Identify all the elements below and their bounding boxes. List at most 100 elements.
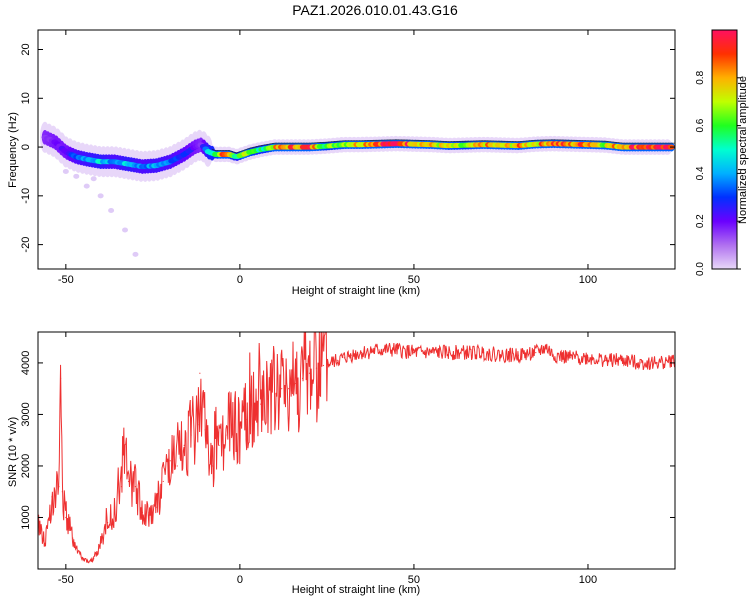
colorbar: 0.0 0.2 0.4 0.6 0.8 Normalized spectral ampl… (695, 29, 749, 276)
spectrogram-x-tick-label: -50 (58, 274, 74, 286)
snr-point (430, 352, 432, 354)
snr-x-tick-label: -50 (58, 574, 74, 586)
snr-y-axis: 1000 2000 3000 4000 (20, 351, 675, 530)
snr-point (308, 372, 311, 374)
snr-point (587, 357, 589, 359)
snr-series-line (38, 332, 675, 564)
snr-point (517, 354, 519, 356)
spectrogram-y-axis: -20 -10 0 10 20 (20, 43, 675, 253)
snr-point (552, 354, 554, 356)
snr-point (113, 511, 116, 513)
snr-point (267, 398, 269, 400)
snr-point (122, 439, 124, 441)
spectrogram-panel: -50 0 50 100 -20 -10 0 10 20 Height of straight… (7, 29, 676, 297)
colorbar-tick-label: 0.4 (695, 166, 706, 180)
spectrogram-x-tick-label: 50 (408, 274, 420, 286)
figure-title: PAZ1.2026.010.01.43.G16 (292, 2, 458, 18)
snr-point (361, 352, 363, 354)
spectrogram-noise-blob (90, 176, 97, 182)
snr-point (315, 367, 318, 369)
colorbar-tick-label: 0.8 (695, 70, 706, 84)
spectrogram-y-label: Frequency (Hz) (7, 112, 19, 188)
snr-point (301, 377, 304, 379)
spectrogram-y-tick-label: -10 (20, 188, 32, 204)
snr-point (622, 359, 624, 361)
colorbar-strip (711, 29, 738, 270)
snr-point (482, 352, 485, 354)
snr-point (93, 558, 95, 560)
spectrogram-y-tick-label: 10 (20, 92, 32, 104)
snr-point (274, 393, 276, 395)
snr-point (44, 542, 46, 544)
snr-point (604, 359, 606, 361)
snr-x-label: Height of straight line (km) (292, 584, 420, 596)
spectrogram-reference-line (211, 139, 675, 154)
snr-point (448, 352, 450, 354)
colorbar-tick-label: 0.2 (695, 214, 706, 228)
snr-point (465, 352, 467, 354)
spectrogram-y-tick-label: -20 (20, 237, 32, 253)
snr-point (329, 362, 331, 364)
snr-point (86, 560, 88, 562)
snr-point (65, 516, 67, 519)
spectrogram-frame (37, 29, 676, 270)
snr-point (155, 506, 157, 508)
snr-point (535, 352, 537, 354)
snr-panel: -50 0 50 100 1000 2000 3000 4000 Height of str… (7, 331, 676, 596)
spectrogram-halo (39, 121, 673, 182)
snr-point (413, 352, 415, 354)
snr-point (395, 349, 398, 351)
snr-point (569, 357, 572, 359)
snr-x-tick-label: 100 (579, 574, 597, 586)
spectrogram-y-tick-label: 20 (20, 43, 32, 55)
spectrogram-x-tick-label: 100 (579, 274, 597, 286)
snr-point (60, 377, 62, 379)
snr-y-tick-label: 1000 (20, 505, 32, 529)
spectrogram-noise-blob (108, 207, 115, 213)
colorbar-label: Normalized spectral amplitude (737, 76, 749, 224)
snr-point (148, 511, 150, 513)
snr-point (107, 522, 109, 524)
snr-point (656, 362, 659, 364)
snr-point (176, 465, 178, 467)
snr-point (288, 388, 290, 390)
snr-point (281, 388, 283, 390)
snr-frame (37, 331, 676, 570)
colorbar-tick-label: 0.6 (695, 118, 706, 132)
snr-point (232, 424, 234, 426)
spectrogram-noise-blob (62, 168, 69, 174)
snr-point (120, 485, 123, 488)
snr-point (190, 434, 192, 436)
snr-point (211, 465, 213, 467)
spectrogram-noise-blob (97, 193, 104, 199)
snr-x-axis: -50 0 50 100 (58, 332, 597, 586)
colorbar-tick-label: 0.0 (695, 262, 706, 276)
snr-point (343, 357, 345, 359)
snr-y-tick-label: 3000 (20, 402, 32, 426)
snr-point (169, 460, 171, 462)
snr-point (253, 408, 255, 410)
spectrogram-heatmap (39, 121, 675, 257)
snr-point (204, 429, 206, 431)
snr-point (500, 354, 502, 356)
spectrogram-y-tick-label: 0 (20, 144, 32, 150)
snr-point (51, 496, 53, 498)
snr-point (336, 359, 338, 361)
colorbar-ticks: 0.0 0.2 0.4 0.6 0.8 (695, 70, 741, 276)
snr-x-tick-label: 0 (237, 574, 243, 586)
snr-point (183, 444, 185, 446)
snr-plot-area (38, 332, 675, 564)
snr-point (322, 364, 325, 367)
snr-point (218, 444, 220, 446)
snr-point (545, 346, 547, 349)
snr-point (61, 491, 63, 493)
snr-y-tick-label: 4000 (20, 351, 32, 375)
snr-point (127, 480, 130, 483)
snr-point (378, 349, 380, 351)
snr-point (350, 354, 352, 356)
snr-point (100, 542, 102, 544)
spectrogram-noise-blob (132, 251, 139, 257)
snr-point (294, 382, 297, 385)
snr-point (225, 434, 227, 436)
